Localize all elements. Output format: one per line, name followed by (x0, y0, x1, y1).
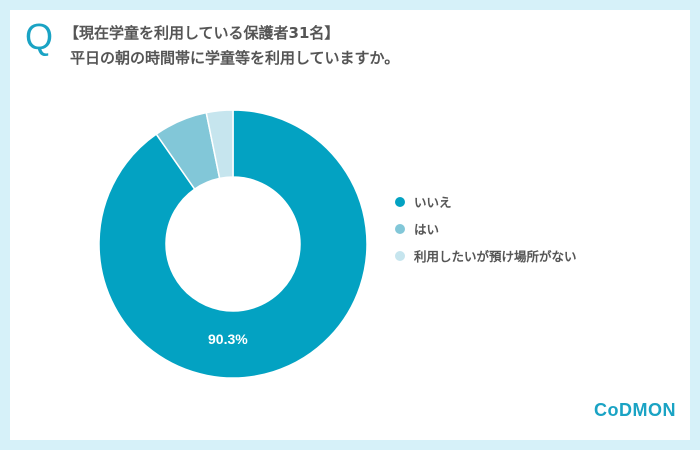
legend-swatch (395, 223, 405, 234)
legend-item: 利用したいが預け場所がない (395, 242, 577, 269)
legend-item: いいえ (395, 188, 577, 215)
data-label-iie: 90.3% (208, 331, 248, 347)
question-title: 平日の朝の時間帯に学童等を利用していますか。 (70, 49, 400, 67)
slice-0 (98, 109, 368, 379)
codmon-logo: CoDMON (594, 400, 676, 420)
question-mark: Q (25, 16, 54, 57)
legend-swatch (395, 196, 405, 207)
question-subtitle: 【現在学童を利用している保護者31名】 (64, 24, 340, 42)
legend: いいえ はい 利用したいが預け場所がない (395, 188, 577, 269)
legend-swatch (395, 250, 405, 261)
legend-item: はい (395, 215, 577, 242)
slice-2 (205, 109, 234, 180)
